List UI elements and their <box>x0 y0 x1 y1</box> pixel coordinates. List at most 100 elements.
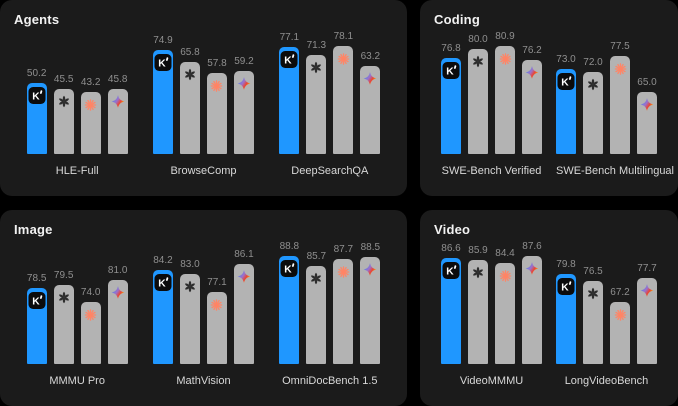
bar-cluster: 74.9 K 65.8 57.8 59.2 <box>152 36 254 154</box>
gemini-sparkle-logo <box>236 76 251 91</box>
svg-text:K: K <box>446 266 454 277</box>
bar-value-label: 50.2 <box>26 68 47 79</box>
openai-logo <box>586 77 601 92</box>
bar-unit: 83.0 <box>179 260 200 364</box>
bar-group-mmmu-pro: 78.5 K 79.5 74.0 81.0 <box>26 266 128 364</box>
category-label: LongVideoBench <box>564 375 649 387</box>
bar-gemini-sparkle <box>637 92 657 154</box>
category-label: OmniDocBench 1.5 <box>282 375 378 387</box>
bar-openai <box>468 260 488 364</box>
bar-unit: 78.5 K <box>26 273 47 364</box>
openai-logo <box>471 265 486 280</box>
bar-value-label: 88.5 <box>360 242 381 253</box>
gemini-sparkle-logo <box>363 71 378 86</box>
bar-value-label: 65.8 <box>180 47 200 58</box>
bar-value-label: 86.6 <box>441 243 461 254</box>
panel-coding: Coding 76.8 K 80.0 80.9 76.2 73.0 K 72.0 77.5 65.0… <box>420 0 678 196</box>
bar-claude-starburst <box>610 56 630 154</box>
bar-value-label: 80.0 <box>468 34 488 45</box>
bar-claude-starburst <box>333 259 354 364</box>
kimi-k-logo: K <box>442 62 460 79</box>
bar-openai <box>306 55 327 154</box>
gemini-sparkle-logo <box>110 94 125 109</box>
bar-value-label: 77.1 <box>279 32 300 43</box>
bar-kimi-k: K <box>556 69 576 154</box>
bar-value-label: 85.7 <box>306 251 327 262</box>
bar-kimi-k: K <box>556 274 576 364</box>
bar-gemini-sparkle <box>637 278 657 364</box>
bar-gemini-sparkle <box>360 257 381 364</box>
claude-starburst-logo <box>613 307 628 322</box>
bar-kimi-k: K <box>279 256 300 364</box>
bar-unit: 63.2 <box>360 52 381 154</box>
bar-unit: 88.8 K <box>279 242 300 364</box>
bar-unit: 85.9 <box>468 246 488 364</box>
svg-text:K: K <box>285 55 293 66</box>
bar-value-label: 71.3 <box>306 40 327 51</box>
bar-unit: 80.0 <box>468 35 488 154</box>
claude-starburst-logo <box>498 268 513 283</box>
bar-unit: 43.2 <box>80 78 101 154</box>
kimi-k-logo: K <box>154 274 172 291</box>
bar-value-label: 59.2 <box>234 56 254 67</box>
bar-unit: 74.9 K <box>152 36 173 154</box>
bar-cluster: 86.6 K 85.9 84.4 87.6 <box>441 242 542 364</box>
bar-openai <box>179 62 200 154</box>
bar-cluster: 84.2 K 83.0 77.1 86.1 <box>152 250 254 364</box>
bar-unit: 84.4 <box>495 249 515 364</box>
svg-text:K: K <box>446 66 454 77</box>
bar-unit: 57.8 <box>206 59 227 154</box>
bar-claude-starburst <box>80 92 101 154</box>
gemini-sparkle-logo <box>110 285 125 300</box>
kimi-k-logo: K <box>28 292 46 309</box>
bar-group-swe-bench-verified: 76.8 K 80.0 80.9 76.2 <box>441 32 542 154</box>
panel-title: Agents <box>14 12 60 27</box>
bar-unit: 65.8 <box>179 47 200 154</box>
category-label: MMMU Pro <box>49 375 105 387</box>
bar-openai <box>583 281 603 364</box>
bar-cluster: 77.1 K 71.3 78.1 63.2 <box>279 32 381 154</box>
svg-text:K: K <box>32 91 40 102</box>
bar-kimi-k: K <box>279 47 300 154</box>
bar-openai <box>53 89 74 154</box>
bar-value-label: 45.8 <box>107 74 128 85</box>
bar-claude-starburst <box>495 46 515 154</box>
bar-unit: 79.5 <box>53 271 74 364</box>
bar-gemini-sparkle <box>107 280 128 364</box>
bar-unit: 76.5 <box>583 267 603 364</box>
claude-starburst-logo <box>83 97 98 112</box>
bar-unit: 45.5 <box>53 75 74 154</box>
bar-group-videommmu: 86.6 K 85.9 84.4 87.6 <box>441 242 542 364</box>
bar-value-label: 72.0 <box>583 57 603 68</box>
bar-value-label: 67.2 <box>610 287 630 298</box>
kimi-k-logo: K <box>557 73 575 90</box>
bar-unit: 88.5 <box>360 242 381 364</box>
bar-openai <box>468 49 488 154</box>
bar-gemini-sparkle <box>233 264 254 364</box>
kimi-k-logo: K <box>154 54 172 71</box>
bar-unit: 77.7 <box>637 264 657 364</box>
bar-unit: 87.7 <box>333 245 354 364</box>
bar-value-label: 76.5 <box>583 266 603 277</box>
bar-value-label: 73.0 <box>556 54 576 65</box>
bar-unit: 79.8 K <box>556 260 576 364</box>
openai-logo <box>182 67 197 82</box>
category-labels-row: HLE-Full BrowseComp DeepSearchQA <box>14 165 393 177</box>
kimi-k-logo: K <box>442 262 460 279</box>
svg-text:K: K <box>561 282 569 293</box>
bar-claude-starburst <box>495 263 515 364</box>
bar-gemini-sparkle <box>360 66 381 154</box>
bar-value-label: 77.1 <box>207 277 227 288</box>
bar-groups-row: 78.5 K 79.5 74.0 81.0 84.2 K 83.0 77.1 86.1 88.8 K 8… <box>14 240 393 364</box>
bar-unit: 77.5 <box>610 42 630 154</box>
bar-kimi-k: K <box>441 58 461 154</box>
bar-value-label: 78.5 <box>26 273 47 284</box>
bar-openai <box>179 274 200 364</box>
bar-value-label: 87.6 <box>522 241 542 252</box>
bar-gemini-sparkle <box>107 89 128 154</box>
bar-gemini-sparkle <box>522 256 542 364</box>
bar-claude-starburst <box>206 73 227 154</box>
claude-starburst-logo <box>336 51 351 66</box>
bar-kimi-k: K <box>26 288 47 364</box>
category-label: MathVision <box>176 375 231 387</box>
